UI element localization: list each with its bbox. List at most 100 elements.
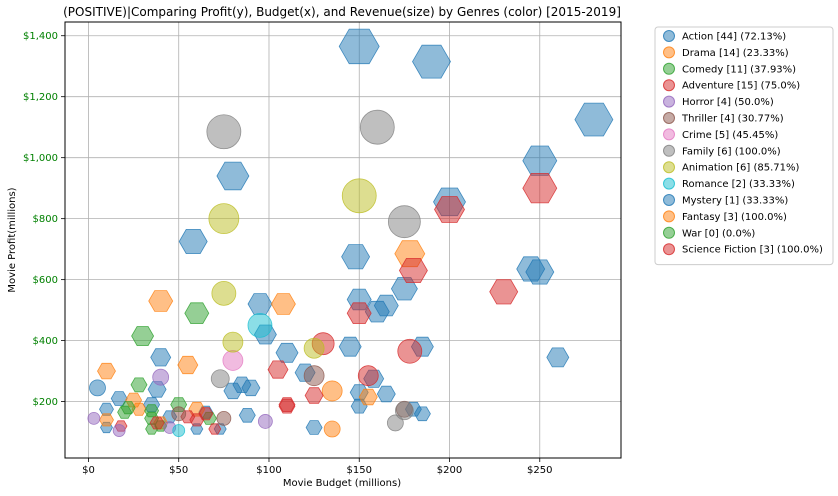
data-point xyxy=(216,161,250,191)
chart-title: (POSITIVE)|Comparing Profit(y), Budget(x… xyxy=(63,5,621,19)
data-point xyxy=(210,369,230,389)
grid-lines xyxy=(65,22,621,458)
data-point xyxy=(323,420,341,438)
data-point xyxy=(278,398,296,414)
legend-marker xyxy=(663,161,675,174)
data-point xyxy=(178,228,208,255)
legend-marker xyxy=(663,62,675,75)
data-point xyxy=(89,379,106,397)
y-axis-ticks: $200 $400 $600 $800 $1,000 $1,200 $1,400 xyxy=(23,31,65,408)
data-point xyxy=(117,405,133,419)
data-point xyxy=(304,387,324,404)
data-point xyxy=(150,348,172,367)
legend-marker xyxy=(663,144,675,157)
y-tick-label: $400 xyxy=(33,336,58,347)
data-point xyxy=(359,109,395,145)
data-point xyxy=(130,377,148,393)
data-point xyxy=(131,326,155,347)
x-tick-label: $0 xyxy=(82,465,95,476)
data-point xyxy=(398,257,428,284)
legend-marker xyxy=(663,95,675,108)
data-point xyxy=(387,205,421,239)
data-point xyxy=(171,406,187,422)
data-point xyxy=(222,331,244,353)
data-point xyxy=(184,302,210,325)
legend-entry: Adventure [15] (75.0%) xyxy=(682,81,800,92)
legend-entry: Action [44] (72.13%) xyxy=(682,32,786,43)
legend-entry: Crime [5] (45.45%) xyxy=(682,130,778,141)
data-point xyxy=(338,28,380,65)
y-tick-label: $1,200 xyxy=(23,92,58,103)
data-point xyxy=(241,379,261,397)
data-point xyxy=(148,290,174,312)
data-point xyxy=(149,416,165,430)
legend-entry: Drama [14] (23.33%) xyxy=(682,48,789,59)
data-point xyxy=(522,145,558,176)
legend-marker xyxy=(663,210,675,223)
legend-entry: Comedy [11] (37.93%) xyxy=(682,64,796,75)
legend-marker xyxy=(663,79,675,92)
data-point xyxy=(238,407,256,423)
y-tick-label: $200 xyxy=(33,397,58,408)
y-tick-label: $800 xyxy=(33,214,58,225)
data-point xyxy=(522,172,558,204)
data-point xyxy=(112,424,126,437)
data-point xyxy=(172,424,186,437)
data-point xyxy=(222,350,244,371)
data-point xyxy=(574,102,614,137)
legend: Action [44] (72.13%) Drama [14] (23.33%) C… xyxy=(654,26,834,266)
legend-marker xyxy=(663,226,675,239)
legend-marker xyxy=(663,194,675,206)
data-point xyxy=(99,413,114,427)
data-point xyxy=(189,413,205,427)
legend-entry: Science Fiction [3] (100.0%) xyxy=(682,245,823,256)
data-point xyxy=(270,293,296,315)
data-point xyxy=(223,382,243,400)
data-point xyxy=(358,388,378,406)
legend-box xyxy=(654,26,834,266)
data-point xyxy=(206,114,242,150)
legend-entry: Horror [4] (50.0%) xyxy=(682,97,774,108)
data-point xyxy=(208,423,222,435)
data-point xyxy=(177,355,199,375)
data-point xyxy=(546,347,570,368)
data-point xyxy=(247,293,273,315)
data-point xyxy=(376,385,396,403)
data-point xyxy=(305,420,323,435)
data-point xyxy=(216,410,232,426)
y-axis-label: Movie Profit(millions) xyxy=(7,187,18,292)
x-axis-label: Movie Budget (millions) xyxy=(283,478,401,489)
data-point xyxy=(397,338,423,364)
data-point xyxy=(321,380,343,402)
legend-marker xyxy=(663,30,675,42)
legend-entry: Fantasy [3] (100.0%) xyxy=(682,212,787,223)
y-tick-label: $1,000 xyxy=(23,153,58,164)
data-point xyxy=(211,280,237,306)
legend-entry: Thriller [4] (30.77%) xyxy=(681,114,784,125)
legend-entry: Romance [2] (33.33%) xyxy=(682,179,795,190)
x-tick-label: $50 xyxy=(169,465,188,476)
data-point xyxy=(303,337,325,359)
data-point xyxy=(152,368,170,386)
legend-entry: Family [6] (100.0%) xyxy=(682,146,781,157)
data-points xyxy=(87,28,614,438)
x-tick-label: $250 xyxy=(527,465,552,476)
data-point xyxy=(357,365,379,387)
data-point xyxy=(386,414,404,432)
legend-marker xyxy=(663,128,675,141)
data-point xyxy=(267,360,289,379)
legend-marker xyxy=(663,46,675,59)
data-point xyxy=(303,365,325,387)
data-point xyxy=(489,279,519,305)
data-point xyxy=(525,259,555,285)
y-tick-label: $1,400 xyxy=(23,31,58,42)
x-tick-label: $150 xyxy=(347,465,372,476)
legend-marker xyxy=(663,177,675,190)
plot-frame xyxy=(64,21,622,459)
legend-marker xyxy=(663,243,675,256)
y-tick-label: $600 xyxy=(33,275,58,286)
legend-entry: War [0] (0.0%) xyxy=(682,228,755,239)
x-tick-label: $200 xyxy=(437,465,462,476)
x-tick-label: $100 xyxy=(256,465,281,476)
